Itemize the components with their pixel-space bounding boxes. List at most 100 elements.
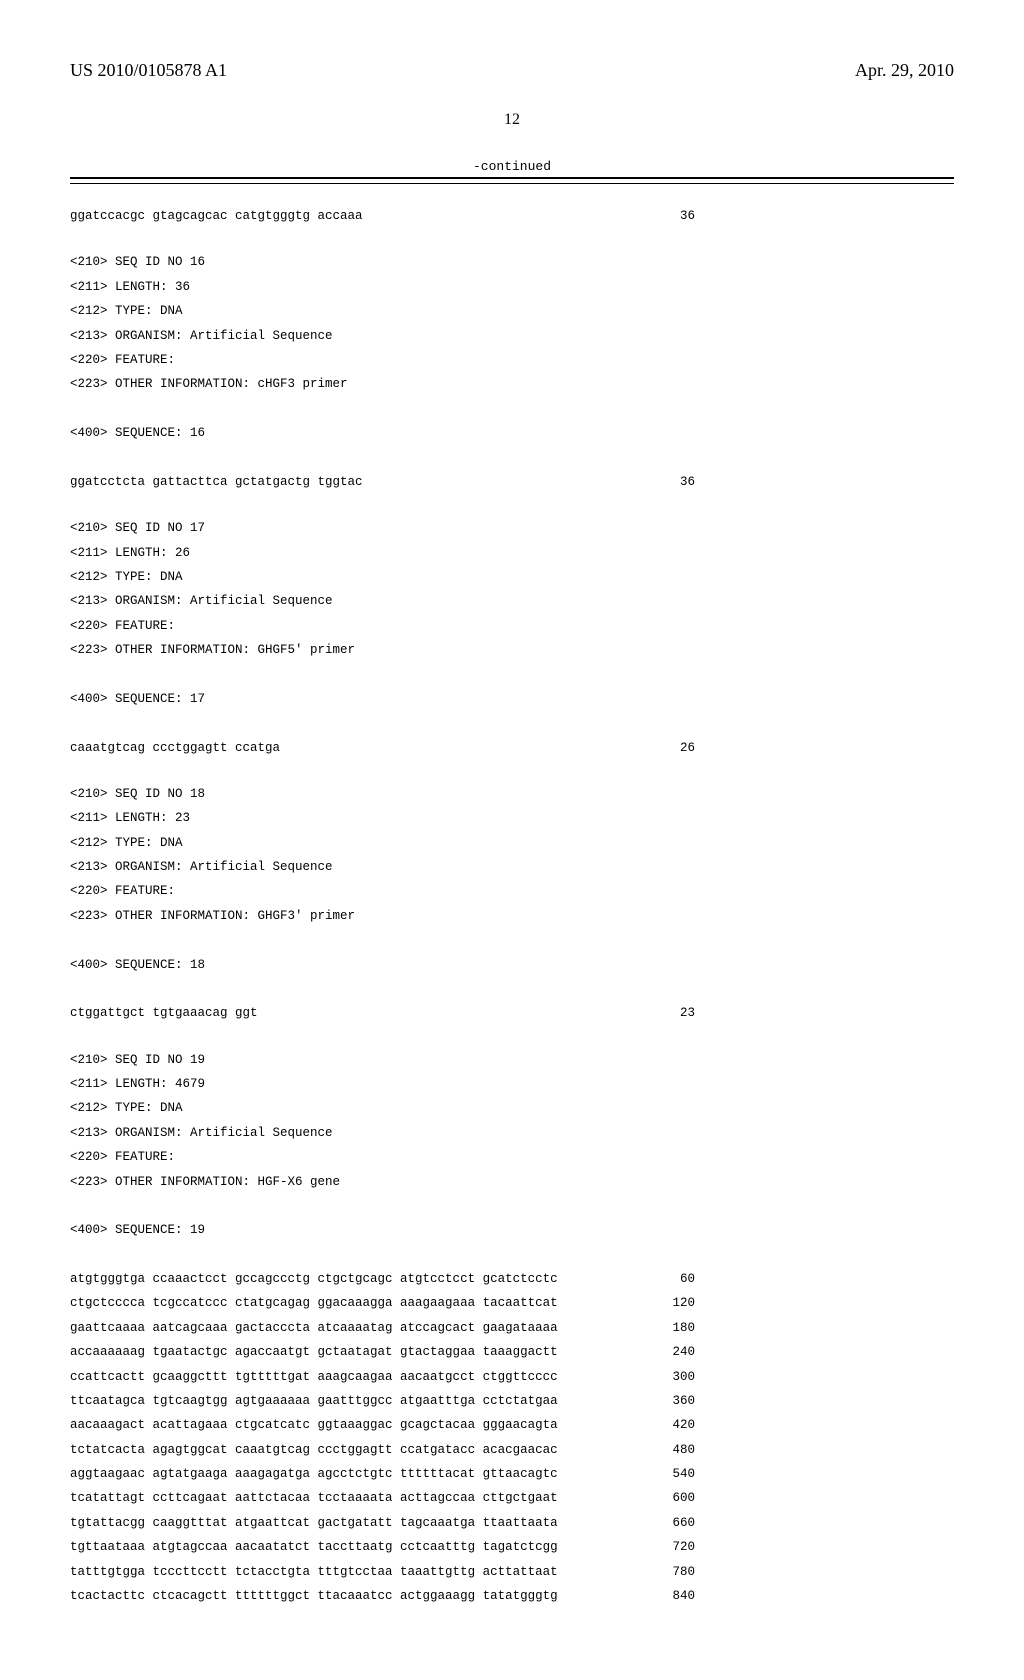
- sequence-text: ccattcactt gcaaggcttt tgtttttgat aaagcaa…: [70, 1365, 558, 1389]
- sequence-position: 480: [655, 1438, 695, 1462]
- listing-line: <210> SEQ ID NO 19: [70, 1048, 954, 1072]
- listing-line: <220> FEATURE:: [70, 348, 954, 372]
- sequence-text: ctgctcccca tcgccatccc ctatgcagag ggacaaa…: [70, 1291, 558, 1315]
- sequence-row: tgtattacgg caaggtttat atgaattcat gactgat…: [70, 1511, 695, 1535]
- sequence-position: 780: [655, 1560, 695, 1584]
- sequence-row: ggatccacgc gtagcagcac catgtgggtg accaaa 3…: [70, 204, 695, 228]
- sequence-position: 36: [655, 204, 695, 228]
- sequence-row: atgtgggtga ccaaactcct gccagccctg ctgctgc…: [70, 1267, 695, 1291]
- continued-label: -continued: [70, 159, 954, 177]
- listing-line: <400> SEQUENCE: 16: [70, 421, 954, 445]
- sequence-position: 420: [655, 1413, 695, 1437]
- listing-line: <220> FEATURE:: [70, 879, 954, 903]
- listing-line: <210> SEQ ID NO 18: [70, 782, 954, 806]
- sequence-text: ctggattgct tgtgaaacag ggt: [70, 1001, 258, 1025]
- page-number: 12: [70, 111, 954, 129]
- sequence-position: 60: [655, 1267, 695, 1291]
- listing-line: <223> OTHER INFORMATION: cHGF3 primer: [70, 372, 954, 396]
- continued-rule-bottom: [70, 183, 954, 184]
- sequence-text: atgtgggtga ccaaactcct gccagccctg ctgctgc…: [70, 1267, 558, 1291]
- listing-line: [70, 397, 954, 421]
- listing-line: <213> ORGANISM: Artificial Sequence: [70, 589, 954, 613]
- listing-line: <220> FEATURE:: [70, 1145, 954, 1169]
- sequence-block: <210> SEQ ID NO 16<211> LENGTH: 36<212> …: [70, 250, 954, 494]
- sequence-row: tcatattagt ccttcagaat aattctacaa tcctaaa…: [70, 1486, 695, 1510]
- sequence-position: 240: [655, 1340, 695, 1364]
- sequence-position: 360: [655, 1389, 695, 1413]
- listing-line: <213> ORGANISM: Artificial Sequence: [70, 855, 954, 879]
- sequence-text: gaattcaaaa aatcagcaaa gactacccta atcaaaa…: [70, 1316, 558, 1340]
- sequence-text: tcactacttc ctcacagctt ttttttggct ttacaaa…: [70, 1584, 558, 1608]
- sequence-row: ctgctcccca tcgccatccc ctatgcagag ggacaaa…: [70, 1291, 695, 1315]
- listing-line: <223> OTHER INFORMATION: HGF-X6 gene: [70, 1170, 954, 1194]
- sequence-row: ggatcctcta gattacttca gctatgactg tggtac3…: [70, 470, 695, 494]
- listing-line: <211> LENGTH: 26: [70, 541, 954, 565]
- sequence-position: 120: [655, 1291, 695, 1315]
- sequence-position: 26: [655, 736, 695, 760]
- sequence-row: aacaaagact acattagaaa ctgcatcatc ggtaaag…: [70, 1413, 695, 1437]
- sequence-position: 300: [655, 1365, 695, 1389]
- sequence-row: ctggattgct tgtgaaacag ggt 23: [70, 1001, 695, 1025]
- sequence-row: caaatgtcag ccctggagtt ccatga26: [70, 736, 695, 760]
- sequence-position: 36: [655, 470, 695, 494]
- sequence-row: accaaaaaag tgaatactgc agaccaatgt gctaata…: [70, 1340, 695, 1364]
- sequence-position: 180: [655, 1316, 695, 1340]
- sequence-text: tctatcacta agagtggcat caaatgtcag ccctgga…: [70, 1438, 558, 1462]
- sequence-row: aggtaagaac agtatgaaga aaagagatga agcctct…: [70, 1462, 695, 1486]
- sequence-block: ggatccacgc gtagcagcac catgtgggtg accaaa 3…: [70, 204, 954, 228]
- listing-line: <223> OTHER INFORMATION: GHGF3' primer: [70, 904, 954, 928]
- listing-line: <400> SEQUENCE: 18: [70, 953, 954, 977]
- continued-rule-top: -continued: [70, 159, 954, 179]
- sequence-text: accaaaaaag tgaatactgc agaccaatgt gctaata…: [70, 1340, 558, 1364]
- listing-line: <213> ORGANISM: Artificial Sequence: [70, 324, 954, 348]
- sequence-row: tgttaataaa atgtagccaa aacaatatct tacctta…: [70, 1535, 695, 1559]
- sequence-block: <210> SEQ ID NO 17<211> LENGTH: 26<212> …: [70, 516, 954, 760]
- sequence-text: tgttaataaa atgtagccaa aacaatatct tacctta…: [70, 1535, 558, 1559]
- sequence-row: ccattcactt gcaaggcttt tgtttttgat aaagcaa…: [70, 1365, 695, 1389]
- sequence-text: aggtaagaac agtatgaaga aaagagatga agcctct…: [70, 1462, 558, 1486]
- sequence-position: 660: [655, 1511, 695, 1535]
- listing-line: [70, 711, 954, 735]
- sequence-text: tgtattacgg caaggtttat atgaattcat gactgat…: [70, 1511, 558, 1535]
- listing-line: [70, 1243, 954, 1267]
- sequence-row: gaattcaaaa aatcagcaaa gactacccta atcaaaa…: [70, 1316, 695, 1340]
- listing-line: [70, 662, 954, 686]
- publication-date: Apr. 29, 2010: [855, 60, 954, 81]
- listing-line: <210> SEQ ID NO 17: [70, 516, 954, 540]
- sequence-row: tatttgtgga tcccttcctt tctacctgta tttgtcc…: [70, 1560, 695, 1584]
- listing-line: [70, 1194, 954, 1218]
- sequence-text: tatttgtgga tcccttcctt tctacctgta tttgtcc…: [70, 1560, 558, 1584]
- sequence-position: 720: [655, 1535, 695, 1559]
- listing-line: <220> FEATURE:: [70, 614, 954, 638]
- sequence-text: tcatattagt ccttcagaat aattctacaa tcctaaa…: [70, 1486, 558, 1510]
- listing-line: <211> LENGTH: 36: [70, 275, 954, 299]
- sequence-position: 600: [655, 1486, 695, 1510]
- sequence-text: ggatccacgc gtagcagcac catgtgggtg accaaa: [70, 204, 363, 228]
- listing-line: <400> SEQUENCE: 19: [70, 1218, 954, 1242]
- sequence-listing: ggatccacgc gtagcagcac catgtgggtg accaaa 3…: [70, 204, 954, 1608]
- sequence-row: tcactacttc ctcacagctt ttttttggct ttacaaa…: [70, 1584, 695, 1608]
- listing-line: <211> LENGTH: 23: [70, 806, 954, 830]
- listing-line: [70, 445, 954, 469]
- listing-line: <210> SEQ ID NO 16: [70, 250, 954, 274]
- sequence-position: 840: [655, 1584, 695, 1608]
- sequence-row: ttcaatagca tgtcaagtgg agtgaaaaaa gaatttg…: [70, 1389, 695, 1413]
- listing-line: <213> ORGANISM: Artificial Sequence: [70, 1121, 954, 1145]
- sequence-row: tctatcacta agagtggcat caaatgtcag ccctgga…: [70, 1438, 695, 1462]
- sequence-text: aacaaagact acattagaaa ctgcatcatc ggtaaag…: [70, 1413, 558, 1437]
- listing-line: <212> TYPE: DNA: [70, 565, 954, 589]
- publication-number: US 2010/0105878 A1: [70, 60, 227, 81]
- listing-line: <400> SEQUENCE: 17: [70, 687, 954, 711]
- sequence-block: <210> SEQ ID NO 18<211> LENGTH: 23<212> …: [70, 782, 954, 1026]
- sequence-position: 540: [655, 1462, 695, 1486]
- sequence-block: <210> SEQ ID NO 19<211> LENGTH: 4679<212…: [70, 1048, 954, 1609]
- listing-line: [70, 928, 954, 952]
- sequence-text: ttcaatagca tgtcaagtgg agtgaaaaaa gaatttg…: [70, 1389, 558, 1413]
- sequence-position: 23: [655, 1001, 695, 1025]
- page-container: US 2010/0105878 A1 Apr. 29, 2010 12 -con…: [0, 0, 1024, 1680]
- listing-line: <211> LENGTH: 4679: [70, 1072, 954, 1096]
- listing-line: [70, 977, 954, 1001]
- page-header: US 2010/0105878 A1 Apr. 29, 2010: [70, 60, 954, 81]
- listing-line: <212> TYPE: DNA: [70, 831, 954, 855]
- listing-line: <212> TYPE: DNA: [70, 299, 954, 323]
